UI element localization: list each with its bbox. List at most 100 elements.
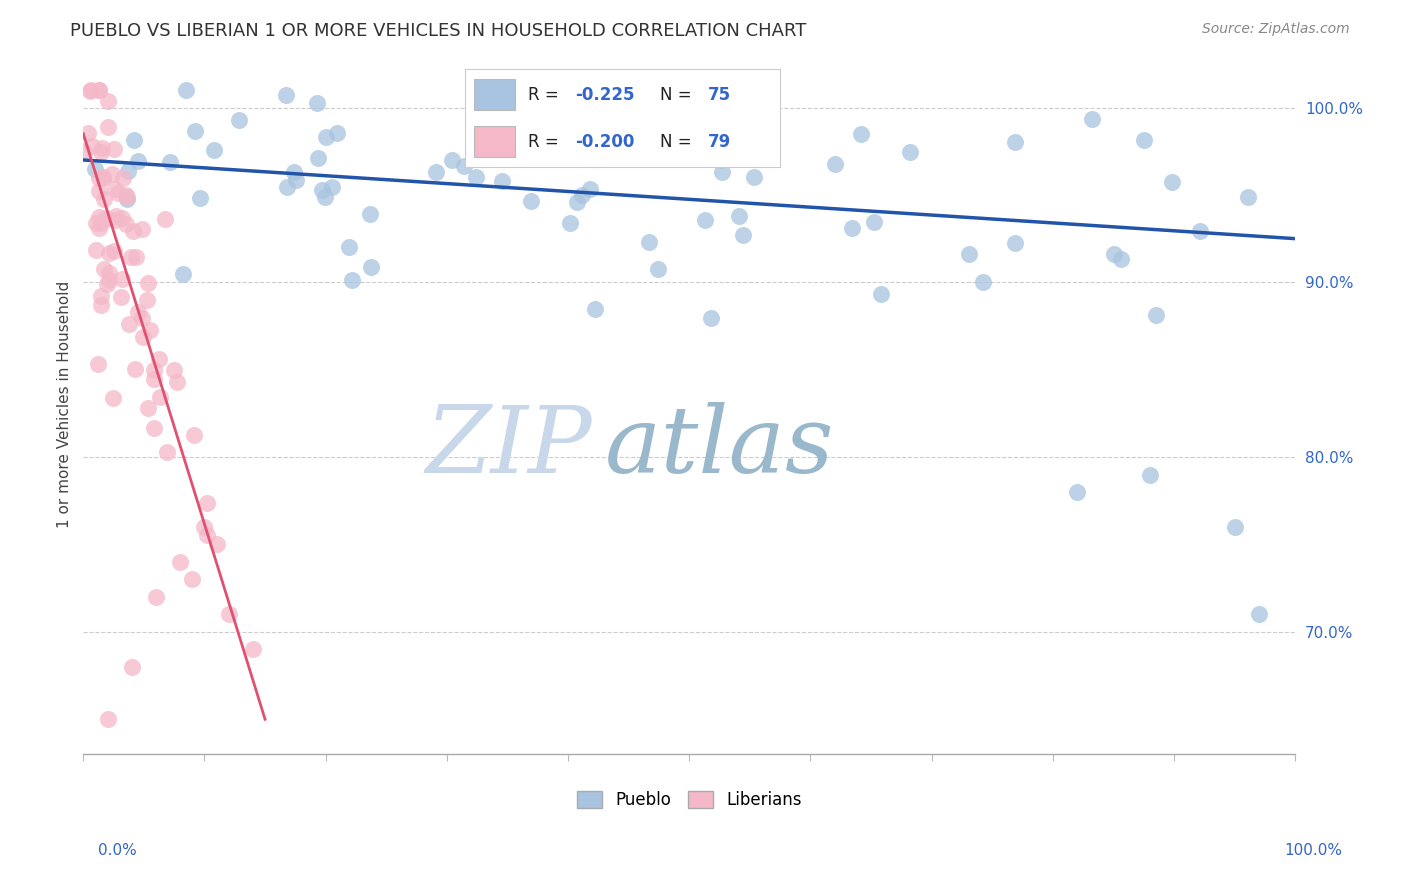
Point xyxy=(314,190,336,204)
Point xyxy=(104,212,127,227)
Point xyxy=(1133,132,1156,146)
Point xyxy=(84,243,107,257)
Point xyxy=(1223,520,1246,534)
Legend: Pueblo, Liberians: Pueblo, Liberians xyxy=(571,784,808,816)
Point xyxy=(1189,224,1212,238)
Point xyxy=(87,184,110,198)
Point xyxy=(77,126,100,140)
Point xyxy=(93,193,115,207)
Point xyxy=(440,153,463,167)
Point xyxy=(87,221,110,235)
Point xyxy=(169,555,191,569)
Text: 100.0%: 100.0% xyxy=(1285,843,1343,858)
Point xyxy=(1104,247,1126,261)
Point xyxy=(693,212,716,227)
Point xyxy=(205,537,228,551)
Point xyxy=(84,161,107,176)
Point xyxy=(1066,485,1088,500)
Point xyxy=(90,216,112,230)
Point xyxy=(104,210,127,224)
Point xyxy=(122,224,145,238)
Point xyxy=(824,157,846,171)
Point xyxy=(711,165,734,179)
Point xyxy=(127,154,149,169)
Point xyxy=(117,164,139,178)
Point xyxy=(565,195,588,210)
Point xyxy=(80,83,103,97)
Point xyxy=(957,246,980,260)
Point xyxy=(477,109,499,123)
Point xyxy=(89,83,111,97)
Point xyxy=(153,212,176,227)
Point xyxy=(103,142,125,156)
Point xyxy=(110,290,132,304)
Point xyxy=(159,154,181,169)
Point xyxy=(512,122,534,136)
Point xyxy=(733,227,755,242)
Point xyxy=(172,268,194,282)
Point xyxy=(181,573,204,587)
Point xyxy=(132,330,155,344)
Point xyxy=(870,287,893,301)
Point xyxy=(285,173,308,187)
Point xyxy=(91,169,114,184)
Point xyxy=(841,221,863,235)
Point xyxy=(972,275,994,289)
Point xyxy=(101,167,124,181)
Point xyxy=(87,171,110,186)
Point xyxy=(90,289,112,303)
Point xyxy=(163,362,186,376)
Point xyxy=(197,528,219,542)
Point xyxy=(117,192,139,206)
Point xyxy=(91,170,114,185)
Point xyxy=(1160,175,1182,189)
Point xyxy=(475,143,498,157)
Point xyxy=(193,520,215,534)
Point xyxy=(276,88,298,103)
Point xyxy=(93,261,115,276)
Point xyxy=(136,293,159,307)
Point xyxy=(103,244,125,258)
Point xyxy=(218,607,240,622)
Point xyxy=(1144,308,1167,322)
Point xyxy=(755,140,778,154)
Point xyxy=(1004,135,1026,149)
Text: Source: ZipAtlas.com: Source: ZipAtlas.com xyxy=(1202,22,1350,37)
Point xyxy=(121,660,143,674)
Point xyxy=(700,310,723,325)
Point xyxy=(73,145,96,159)
Point xyxy=(120,250,142,264)
Point xyxy=(728,210,751,224)
Point xyxy=(276,179,298,194)
Point xyxy=(183,428,205,442)
Point xyxy=(1247,607,1270,622)
Point xyxy=(122,133,145,147)
Point xyxy=(97,272,120,286)
Point xyxy=(127,305,149,319)
Point xyxy=(142,372,165,386)
Point xyxy=(453,160,475,174)
Point xyxy=(90,145,112,160)
Point xyxy=(138,276,160,290)
Point xyxy=(139,323,162,337)
Point xyxy=(131,311,153,326)
Point xyxy=(337,240,360,254)
Point xyxy=(1109,252,1132,267)
Point xyxy=(79,84,101,98)
Point xyxy=(647,262,669,277)
Point xyxy=(637,235,659,249)
Point xyxy=(84,215,107,229)
Point xyxy=(124,250,146,264)
Point xyxy=(283,165,305,179)
Point xyxy=(326,126,349,140)
Point xyxy=(900,145,922,159)
Point xyxy=(742,169,765,184)
Point xyxy=(202,143,225,157)
Text: 0.0%: 0.0% xyxy=(98,843,138,858)
Point xyxy=(307,151,329,165)
Point xyxy=(359,207,381,221)
Point xyxy=(342,273,364,287)
Point xyxy=(131,222,153,236)
Point xyxy=(118,317,141,331)
Point xyxy=(571,136,593,150)
